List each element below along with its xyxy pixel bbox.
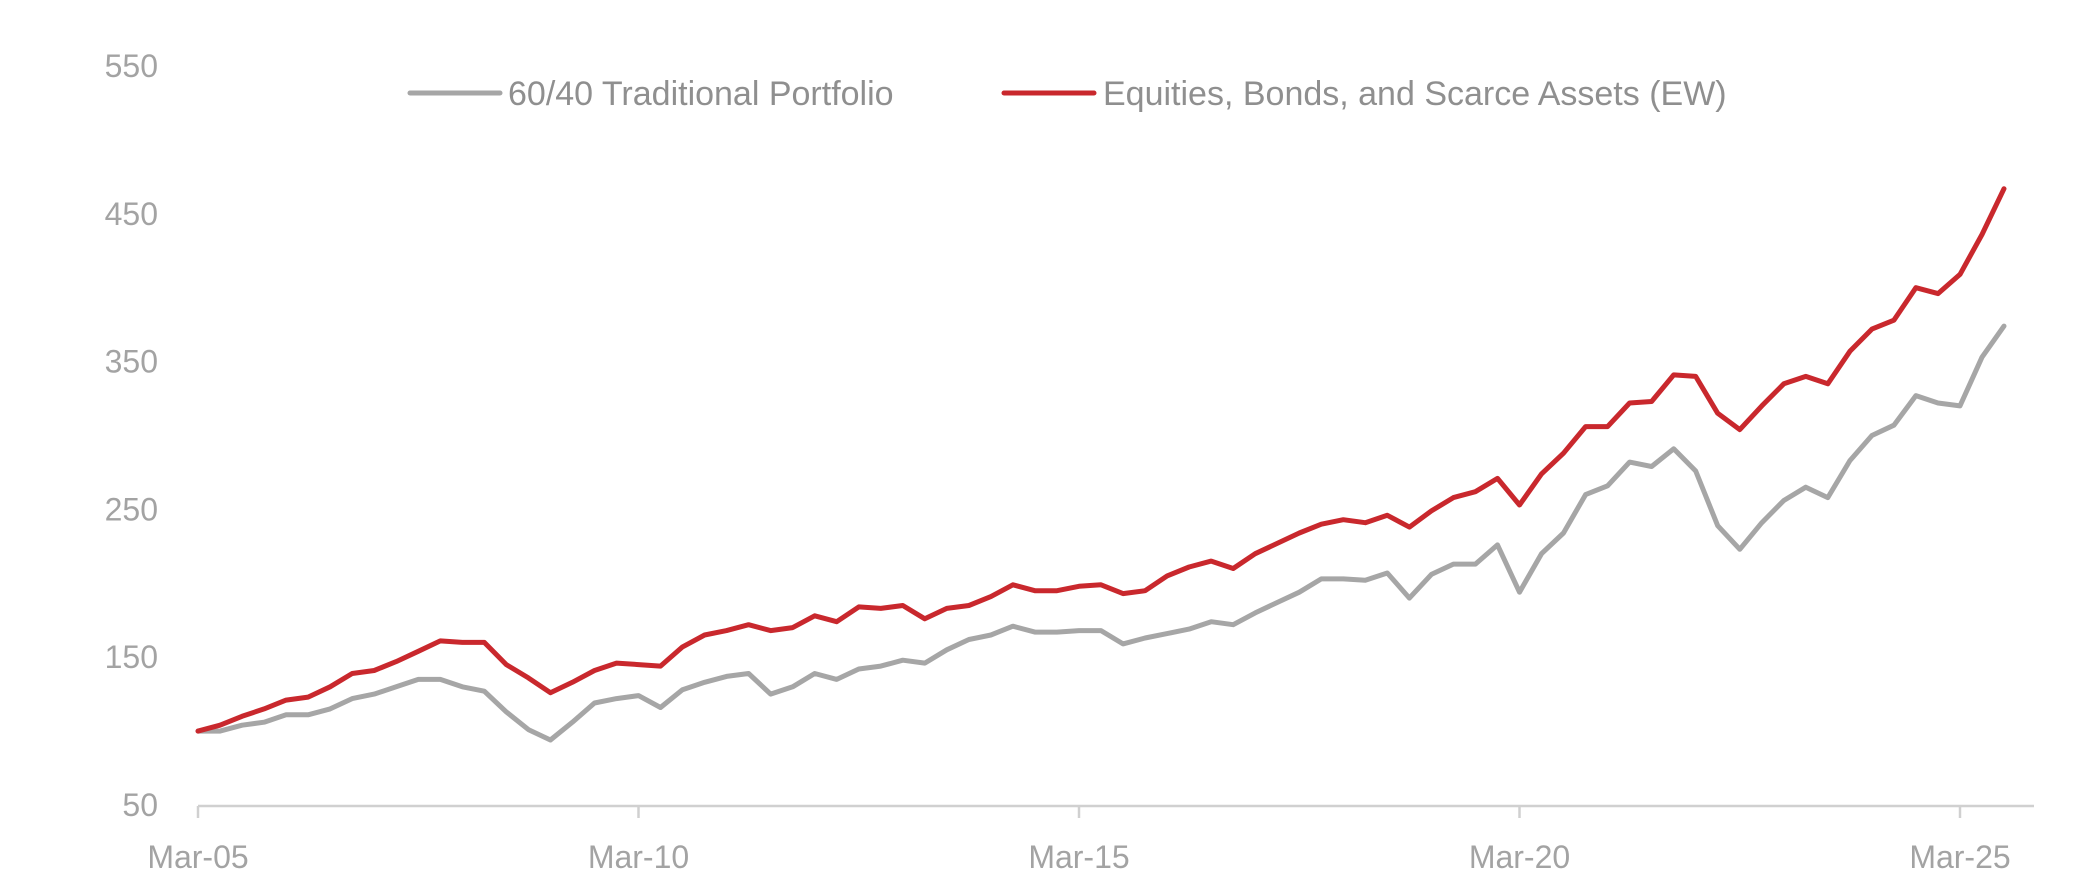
axes: 50 150 250 350 450 550 Mar-05 Mar-10 Mar-15 Mar-2…	[105, 48, 2034, 875]
series-lines	[195, 186, 2007, 743]
y-tick-label: 350	[105, 344, 158, 380]
y-tick-label: 450	[105, 196, 158, 232]
x-tick-label: Mar-10	[588, 839, 689, 875]
x-tick-label: Mar-15	[1028, 839, 1129, 875]
y-tick-label: 250	[105, 491, 158, 527]
x-tick-label: Mar-05	[147, 839, 248, 875]
legend-label-2: Equities, Bonds, and Scarce Assets (EW)	[1103, 75, 1727, 113]
x-tick-label: Mar-25	[1909, 839, 2010, 875]
series-line-1	[195, 323, 2007, 743]
legend: 60/40 Traditional Portfolio Equities, Bon…	[407, 75, 1727, 113]
y-tick-label: 150	[105, 639, 158, 675]
y-tick-label: 550	[105, 48, 158, 84]
x-tick-label: Mar-20	[1469, 839, 1570, 875]
legend-label-1: 60/40 Traditional Portfolio	[508, 75, 894, 113]
series-line-2	[195, 186, 2007, 734]
y-tick-label: 50	[122, 787, 158, 823]
